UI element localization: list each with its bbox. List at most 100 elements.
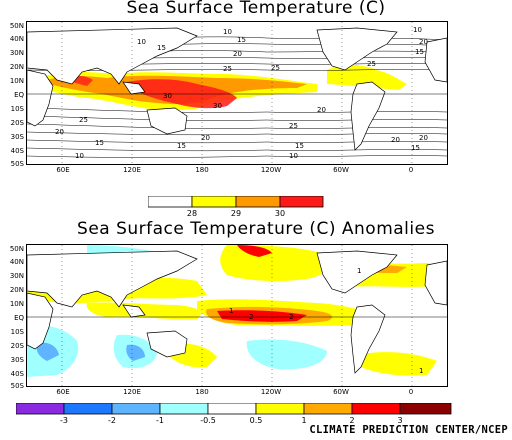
shade-pos bbox=[357, 352, 437, 376]
lat-label: 10S bbox=[10, 105, 24, 113]
contour-label: 15 bbox=[237, 36, 246, 44]
contour-label: 1 bbox=[419, 367, 423, 375]
shade-28 bbox=[327, 64, 407, 90]
colorbar-label: -1 bbox=[156, 416, 164, 425]
colorbar-label: 30 bbox=[274, 209, 286, 218]
colorbar-swatch bbox=[303, 403, 353, 415]
shade-neg-1 bbox=[126, 344, 145, 361]
north-america bbox=[316, 27, 398, 71]
lat-label: 10N bbox=[9, 77, 24, 85]
shade-pos bbox=[86, 302, 201, 320]
lat-label: 30S bbox=[10, 133, 24, 141]
south-america bbox=[350, 304, 386, 374]
colorbar-swatch bbox=[148, 196, 193, 208]
shade-30 bbox=[127, 79, 237, 109]
contour-label: 10 bbox=[413, 26, 422, 34]
lon-label: 120E bbox=[123, 388, 141, 396]
lon-label: 60W bbox=[333, 166, 349, 174]
colorbar-label: -0.5 bbox=[200, 416, 216, 425]
indonesia bbox=[122, 304, 146, 318]
anomaly-colorbar bbox=[16, 403, 452, 415]
lat-label: 40S bbox=[10, 147, 24, 155]
lon-label: 120W bbox=[260, 388, 282, 396]
contour-label: 15 bbox=[177, 142, 186, 150]
contour-label: 20 bbox=[391, 136, 400, 144]
colorbar-label: 0.5 bbox=[249, 416, 263, 425]
lat-label: 50N bbox=[9, 22, 24, 30]
sst-anomaly-map-title: Sea Surface Temperature (C) Anomalies bbox=[77, 219, 435, 239]
colorbar-swatch bbox=[111, 403, 161, 415]
europe-edge bbox=[424, 260, 447, 306]
colorbar-swatch bbox=[399, 403, 452, 415]
lat-label: 20N bbox=[9, 286, 24, 294]
lat-label: 50S bbox=[10, 160, 24, 168]
colorbar-swatch bbox=[351, 403, 401, 415]
contour-label: 20 bbox=[233, 50, 242, 58]
map-grid bbox=[27, 245, 447, 386]
sst-anomaly-map-canvas: 1 2 2 1 1 bbox=[27, 245, 447, 386]
south-america bbox=[350, 81, 386, 151]
shade-neg bbox=[246, 339, 327, 370]
colorbar-swatch bbox=[235, 196, 281, 208]
lat-label: 40N bbox=[9, 258, 24, 266]
africa bbox=[27, 69, 54, 127]
lon-label: 180 bbox=[195, 166, 209, 174]
shade-pos-2 bbox=[237, 245, 272, 257]
contour-label: 20 bbox=[201, 134, 210, 142]
lon-label: 180 bbox=[195, 388, 209, 396]
lon-label: 60E bbox=[56, 388, 70, 396]
contour-label: 20 bbox=[419, 38, 428, 46]
lat-label: 50S bbox=[10, 382, 24, 390]
contour-label: 10 bbox=[289, 152, 298, 160]
contour-label: 25 bbox=[223, 65, 232, 73]
contour-label: 20 bbox=[55, 128, 64, 136]
credit-text: CLIMATE PREDICTION CENTER/NCEP bbox=[309, 424, 508, 436]
lon-label: 60W bbox=[333, 388, 349, 396]
lat-label: 30N bbox=[9, 49, 24, 57]
colorbar-swatch bbox=[207, 403, 257, 415]
lon-label: 120E bbox=[123, 166, 141, 174]
sst-map-canvas: 10 15 20 25 25 10 25 20 15 10 15 30 30 2… bbox=[27, 22, 447, 164]
lat-label: EQ bbox=[14, 314, 24, 322]
colorbar-swatch bbox=[191, 196, 237, 208]
lat-label: 40S bbox=[10, 370, 24, 378]
lat-label: 30N bbox=[9, 272, 24, 280]
colorbar-swatch bbox=[16, 403, 65, 415]
lat-label: 10N bbox=[9, 300, 24, 308]
lat-label: 20S bbox=[10, 119, 24, 127]
colorbar-swatch bbox=[159, 403, 209, 415]
map-grid bbox=[27, 22, 447, 164]
colorbar-label: 2 bbox=[349, 416, 355, 425]
contour-label: 1 bbox=[229, 307, 233, 315]
sst-map: 10 15 20 25 25 10 25 20 15 10 15 30 30 2… bbox=[26, 21, 448, 165]
contour-label: 15 bbox=[411, 144, 420, 152]
shade-neg-1 bbox=[36, 342, 59, 361]
africa bbox=[27, 292, 54, 350]
lat-label: 50N bbox=[9, 245, 24, 253]
sst-anomaly-map: 1 2 2 1 1 bbox=[26, 244, 448, 387]
sst-map-title: Sea Surface Temperature (C) bbox=[126, 0, 386, 18]
contour-label: 30 bbox=[213, 102, 222, 110]
north-america bbox=[316, 250, 398, 294]
shade-pos-2 bbox=[217, 310, 307, 322]
lon-label: 0 bbox=[408, 166, 414, 174]
contour-label: 20 bbox=[419, 134, 428, 142]
colorbar-label: 29 bbox=[230, 209, 242, 218]
sst-shading bbox=[37, 64, 407, 111]
colorbar-label: -2 bbox=[108, 416, 116, 425]
contour-label: 10 bbox=[137, 38, 146, 46]
land-masses bbox=[27, 27, 447, 151]
contour-label: 15 bbox=[295, 142, 304, 150]
lat-label: 20S bbox=[10, 342, 24, 350]
eurasia bbox=[27, 250, 198, 308]
lat-label: 10S bbox=[10, 328, 24, 336]
contour-label: 1 bbox=[357, 267, 361, 275]
contour-label: 15 bbox=[95, 139, 104, 147]
land-masses bbox=[27, 250, 447, 374]
lat-label: EQ bbox=[14, 91, 24, 99]
contour-label: 25 bbox=[271, 64, 280, 72]
colorbar-swatch bbox=[255, 403, 305, 415]
contour-label: 15 bbox=[157, 44, 166, 52]
contour-label: 2 bbox=[289, 313, 293, 321]
sst-colorbar bbox=[148, 196, 324, 208]
